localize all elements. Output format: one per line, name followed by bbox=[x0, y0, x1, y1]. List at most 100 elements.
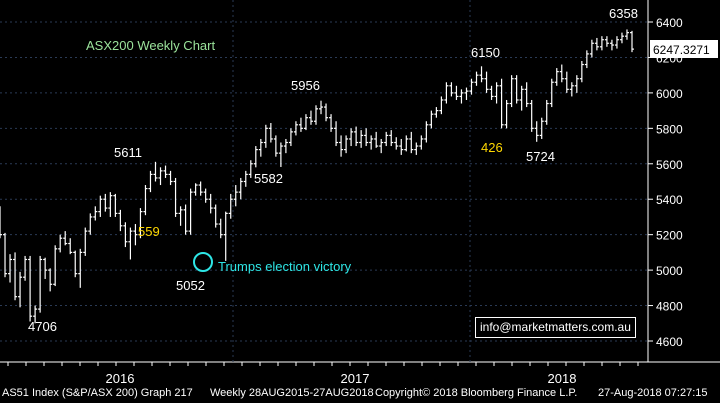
ohlc-bar bbox=[559, 64, 564, 83]
y-tick-label: 6000 bbox=[656, 87, 683, 101]
ohlc-bar bbox=[609, 39, 614, 51]
ohlc-bar bbox=[168, 170, 173, 186]
y-tick-label: 5600 bbox=[656, 158, 683, 172]
ohlc-bar bbox=[604, 36, 609, 47]
ohlc-bar bbox=[278, 142, 283, 167]
ohlc-bar bbox=[404, 135, 409, 152]
ohlc-bar bbox=[178, 206, 183, 226]
ohlc-bar bbox=[83, 227, 88, 256]
ohlc-bar bbox=[409, 131, 414, 154]
ohlc-bar bbox=[479, 66, 484, 83]
ohlc-bar bbox=[233, 185, 238, 207]
ohlc-bar bbox=[203, 188, 208, 203]
ohlc-bar bbox=[384, 131, 389, 147]
ohlc-bar bbox=[78, 248, 83, 288]
annotation-label: 6150 bbox=[471, 45, 500, 60]
ohlc-bar bbox=[599, 36, 604, 51]
ohlc-bar bbox=[444, 82, 449, 104]
ohlc-bar bbox=[213, 204, 218, 228]
ohlc-bar bbox=[183, 204, 188, 235]
ohlc-bar bbox=[8, 254, 13, 283]
x-axis-ticks: 2016 2017 2018 bbox=[7, 362, 639, 384]
ohlc-bar bbox=[589, 39, 594, 58]
ohlc-bar bbox=[143, 185, 148, 216]
last-price-label: 6247.3271 bbox=[653, 43, 710, 57]
ohlc-bar bbox=[303, 114, 308, 131]
ohlc-bar bbox=[98, 195, 103, 217]
ohlc-bar bbox=[389, 130, 394, 147]
ohlc-bar bbox=[464, 87, 469, 100]
ohlc-bar bbox=[584, 50, 589, 69]
ohlc-bar bbox=[248, 160, 253, 178]
ohlc-bar bbox=[364, 128, 369, 147]
ohlc-bar bbox=[48, 268, 53, 292]
ohlc-bar bbox=[163, 165, 168, 178]
ohlc-bar bbox=[419, 135, 424, 150]
x-tick-label: 2017 bbox=[341, 371, 370, 384]
ohlc-bar bbox=[429, 110, 434, 129]
footer-timestamp: 27-Aug-2018 07:27:15 bbox=[598, 387, 708, 399]
annotation-label: 5611 bbox=[114, 145, 142, 160]
annotation-label: 5582 bbox=[254, 171, 283, 186]
ohlc-bar bbox=[339, 135, 344, 157]
ohlc-bar bbox=[58, 234, 63, 253]
ohlc-bar bbox=[509, 75, 514, 108]
ohlc-bar bbox=[228, 193, 233, 219]
ohlc-bar bbox=[268, 123, 273, 143]
ohlc-bar bbox=[489, 85, 494, 100]
ohlc-bar bbox=[23, 255, 28, 281]
ohlc-bar bbox=[319, 100, 324, 115]
ohlc-bar bbox=[138, 208, 143, 239]
chart-title: ASX200 Weekly Chart bbox=[86, 38, 215, 53]
ohlc-bar bbox=[33, 305, 38, 324]
ohlc-bar bbox=[153, 161, 158, 182]
ohlc-bar bbox=[469, 78, 474, 95]
ohlc-bar bbox=[88, 213, 93, 235]
ohlc-bar bbox=[484, 71, 489, 93]
ohlc-bar bbox=[258, 138, 263, 157]
ohlc-bar bbox=[28, 255, 33, 322]
footer-bar: AS51 Index (S&P/ASX 200) Graph 217 Weekl… bbox=[0, 384, 720, 403]
ohlc-bar bbox=[519, 85, 524, 111]
ohlc-bar bbox=[38, 255, 43, 313]
ohlc-bar bbox=[53, 245, 58, 287]
ohlc-bar bbox=[193, 183, 198, 196]
ohlc-bar bbox=[73, 250, 78, 278]
ohlc-bar bbox=[394, 137, 399, 150]
annotations: 4706 5611 559 5052 5582 5956 6150 426 5724 6358 Tr… bbox=[28, 6, 638, 334]
ohlc-bar bbox=[494, 82, 499, 104]
ohlc-bar bbox=[68, 238, 73, 255]
ohlc-bar bbox=[424, 121, 429, 143]
ohlc-bar bbox=[188, 188, 193, 235]
ohlc-bar bbox=[349, 128, 354, 147]
ohlc-bar bbox=[359, 130, 364, 148]
ohlc-bar bbox=[118, 209, 123, 232]
annotation-label: 5052 bbox=[176, 278, 205, 293]
ohlc-bar bbox=[449, 82, 454, 97]
ohlc-bar bbox=[243, 170, 248, 187]
ohlc-bar bbox=[414, 142, 419, 155]
ohlc-bar bbox=[253, 146, 258, 168]
ohlc-bar bbox=[283, 138, 288, 154]
ohlc-bar bbox=[208, 193, 213, 214]
y-tick-label: 5400 bbox=[656, 193, 683, 207]
footer-copyright: Copyright© 2018 Bloomberg Finance L.P. bbox=[375, 387, 578, 399]
ohlc-bar bbox=[614, 36, 619, 49]
y-tick-label: 5800 bbox=[656, 122, 683, 136]
ohlc-bar bbox=[334, 121, 339, 147]
ohlc-bar bbox=[158, 167, 163, 186]
ohlc-bar bbox=[273, 135, 278, 157]
ohlc-bar bbox=[13, 252, 18, 301]
ohlc-bar bbox=[459, 89, 464, 104]
x-tick-label: 2016 bbox=[106, 371, 135, 384]
ohlc-bar bbox=[579, 60, 584, 83]
y-tick-label: 5200 bbox=[656, 229, 683, 243]
y-tick-label: 4600 bbox=[656, 335, 683, 349]
ohlc-bar bbox=[293, 121, 298, 136]
annotation-label: 5956 bbox=[291, 78, 320, 93]
ohlc-bar bbox=[594, 37, 599, 51]
ohlc-bar bbox=[198, 181, 203, 196]
ohlc-bar bbox=[630, 30, 634, 53]
